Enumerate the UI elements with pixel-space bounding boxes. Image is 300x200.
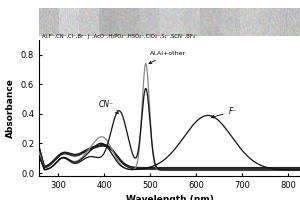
Y-axis label: Absorbance: Absorbance [6,78,15,138]
X-axis label: Wavelength (nm): Wavelength (nm) [126,195,213,200]
Text: CN⁻: CN⁻ [99,100,118,113]
Text: Al,Al+other: Al,Al+other [149,51,187,63]
Text: F⁻: F⁻ [212,107,237,118]
Text: Al,F⁻,CN⁻,Cl⁻,Br⁻ J⁻,AcO⁻,H₂PO₄⁻,HSO₄⁻,ClO₄⁻,S₂⁻,SCN⁻,BF₄⁻: Al,F⁻,CN⁻,Cl⁻,Br⁻ J⁻,AcO⁻,H₂PO₄⁻,HSO₄⁻,C… [42,34,197,39]
